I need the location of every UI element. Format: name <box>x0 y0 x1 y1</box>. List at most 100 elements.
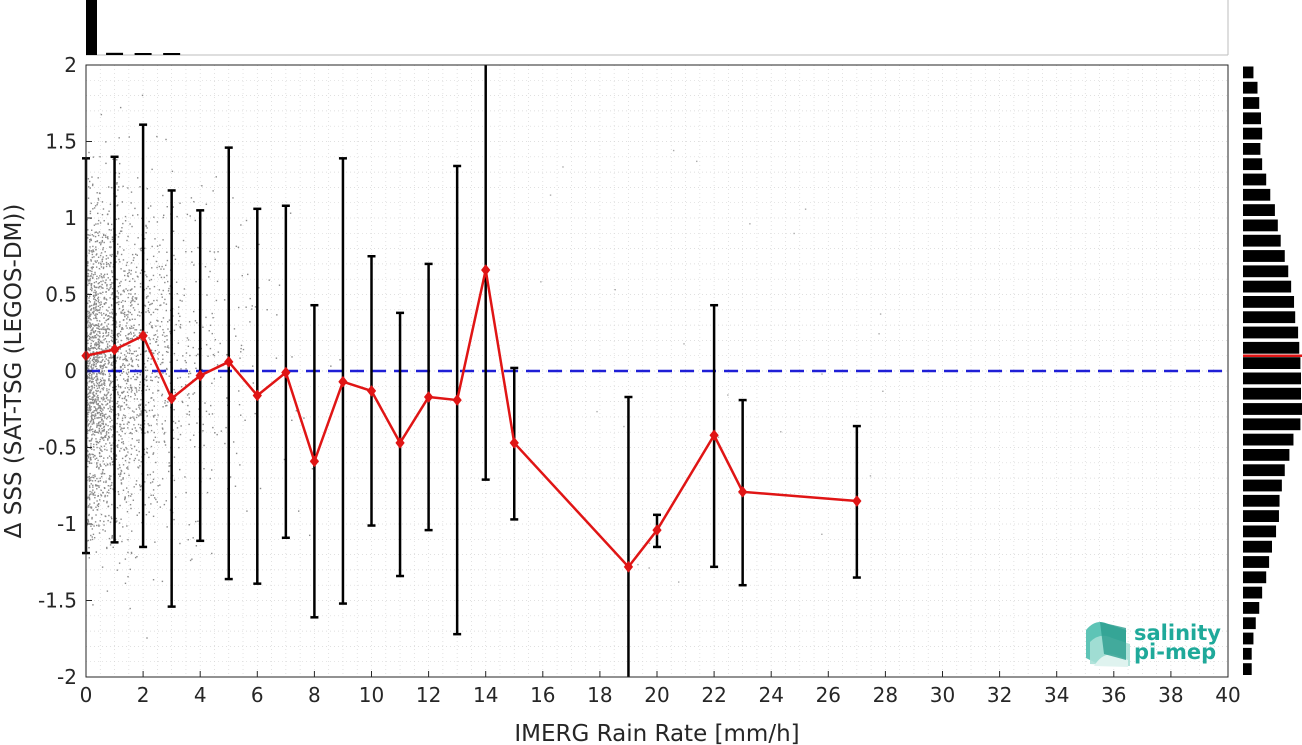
raw-point <box>89 539 92 541</box>
raw-point <box>127 394 130 397</box>
raw-point <box>121 201 124 203</box>
raw-point <box>103 445 106 447</box>
raw-point <box>88 440 91 442</box>
raw-point <box>154 334 157 336</box>
raw-point <box>127 338 130 341</box>
raw-point <box>95 381 98 383</box>
raw-point <box>96 317 98 320</box>
raw-point <box>91 337 93 339</box>
raw-point <box>109 405 111 407</box>
raw-point <box>92 250 95 253</box>
y-hist-bar <box>1243 188 1271 201</box>
raw-point <box>105 332 107 334</box>
raw-point <box>87 423 90 426</box>
raw-point <box>168 451 170 454</box>
raw-point <box>145 311 147 313</box>
raw-point <box>146 188 148 190</box>
y-hist-bar <box>1243 556 1270 568</box>
raw-point <box>108 537 111 540</box>
raw-point <box>95 365 97 367</box>
raw-point <box>225 426 227 429</box>
raw-point <box>88 310 90 313</box>
raw-point <box>879 313 882 315</box>
raw-point <box>135 350 137 352</box>
raw-point <box>112 546 114 549</box>
raw-point <box>91 270 93 273</box>
raw-point <box>92 433 94 435</box>
raw-point <box>130 352 133 355</box>
raw-point <box>167 345 169 347</box>
raw-point <box>95 343 97 345</box>
raw-point <box>99 480 102 482</box>
raw-point <box>173 408 175 411</box>
mean-series-line <box>85 269 857 569</box>
raw-point <box>131 304 133 306</box>
raw-point <box>143 409 146 411</box>
raw-point <box>116 278 118 281</box>
raw-point <box>89 493 91 495</box>
raw-point <box>89 187 91 189</box>
raw-point <box>116 333 119 336</box>
raw-point <box>90 344 92 347</box>
raw-point <box>189 559 192 562</box>
x-tick-label: 20 <box>644 683 669 707</box>
raw-point <box>298 510 300 512</box>
raw-point <box>188 321 191 323</box>
raw-point <box>109 254 111 256</box>
raw-point <box>102 336 104 338</box>
raw-point <box>90 283 93 285</box>
raw-point <box>131 386 133 389</box>
raw-point <box>111 436 113 438</box>
raw-point <box>193 200 195 203</box>
raw-point <box>109 399 111 401</box>
y-hist-bar <box>1243 586 1263 599</box>
raw-point <box>103 426 105 429</box>
raw-point <box>105 335 108 337</box>
raw-point <box>97 503 100 506</box>
raw-point <box>109 401 111 404</box>
raw-point <box>96 396 98 398</box>
raw-point <box>111 311 113 313</box>
raw-point <box>209 347 212 350</box>
raw-point <box>165 309 167 312</box>
raw-point <box>112 426 114 429</box>
raw-point <box>206 491 209 494</box>
raw-point <box>92 340 95 343</box>
raw-point <box>145 225 147 228</box>
raw-point <box>101 427 103 430</box>
y-tick-label: 0.5 <box>45 283 77 307</box>
raw-point <box>105 443 107 445</box>
raw-point <box>174 422 177 424</box>
raw-point <box>122 489 125 491</box>
raw-point <box>165 264 167 267</box>
raw-point <box>96 275 98 278</box>
raw-point <box>109 485 111 487</box>
raw-point <box>95 358 98 361</box>
raw-point <box>145 404 147 406</box>
raw-point <box>91 256 94 259</box>
raw-point <box>115 458 118 460</box>
raw-point <box>148 424 150 427</box>
raw-point <box>150 363 152 366</box>
raw-point <box>96 310 98 312</box>
raw-point <box>148 220 150 223</box>
raw-point <box>129 344 131 347</box>
raw-point <box>93 301 96 303</box>
raw-point <box>90 274 92 277</box>
raw-point <box>102 379 105 381</box>
raw-point <box>163 441 166 443</box>
raw-point <box>115 261 117 263</box>
raw-point <box>226 397 228 399</box>
raw-point <box>123 354 126 356</box>
raw-point <box>138 406 140 408</box>
raw-point <box>103 352 105 355</box>
raw-point <box>129 280 131 283</box>
raw-point <box>109 410 111 413</box>
y-hist-bar <box>1243 540 1272 553</box>
raw-point <box>92 484 94 487</box>
raw-point <box>99 463 101 466</box>
raw-point <box>821 373 823 375</box>
raw-point <box>88 349 90 351</box>
raw-point <box>95 306 97 308</box>
raw-point <box>96 484 98 487</box>
